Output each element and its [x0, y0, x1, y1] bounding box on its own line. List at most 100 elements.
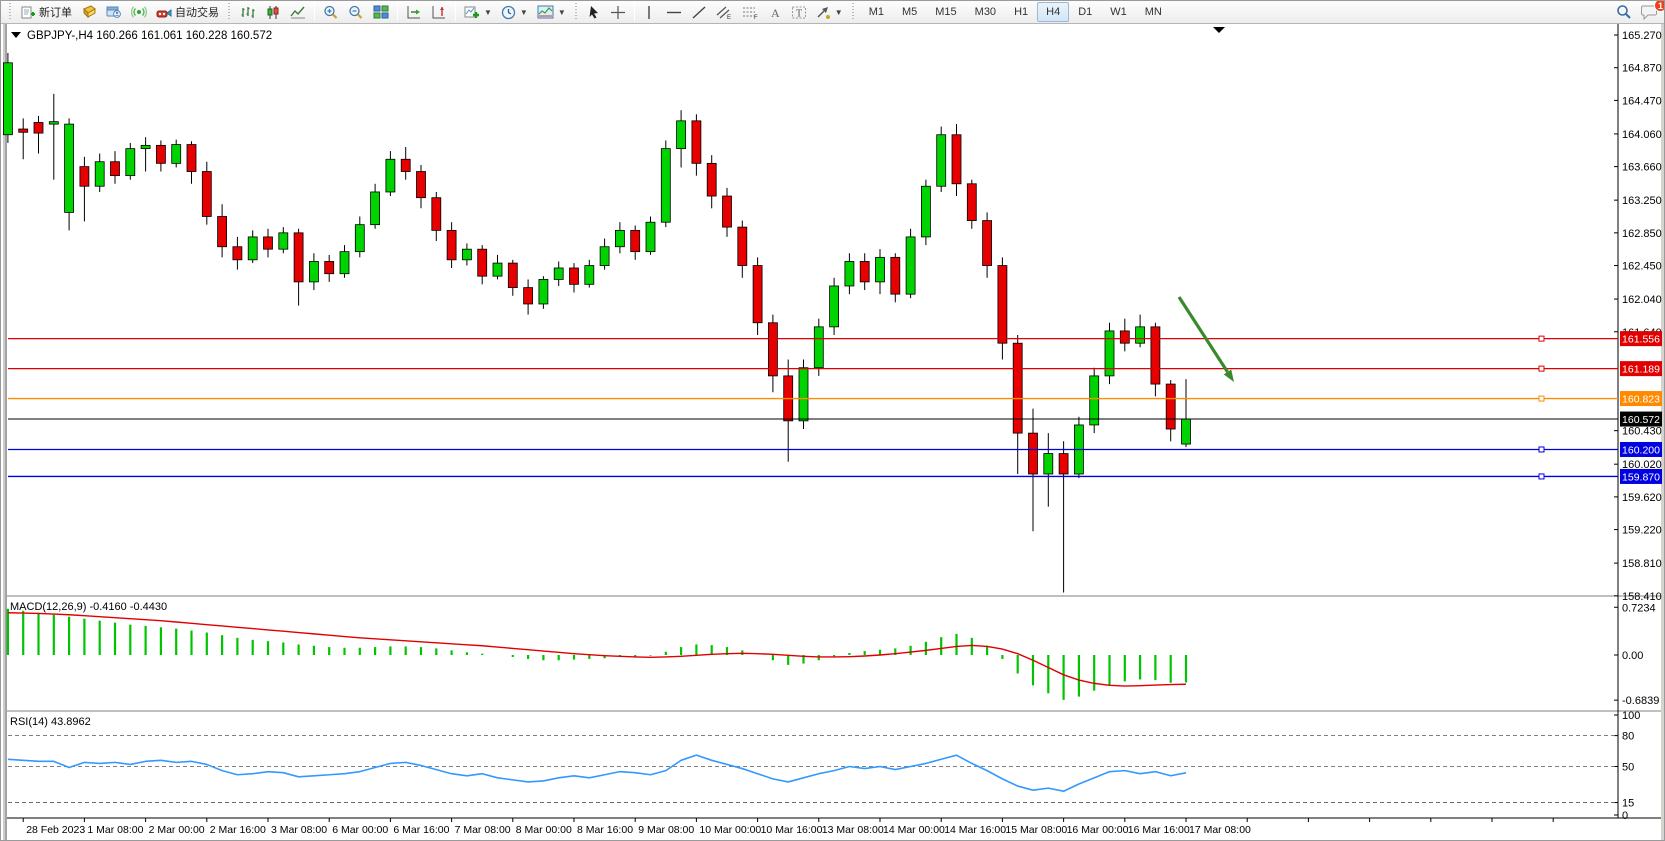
price-axis-label: 163.250: [1622, 195, 1662, 207]
cursor-button[interactable]: [583, 2, 605, 22]
time-axis-label: 6 Mar 00:00: [332, 824, 388, 836]
navigator-icon: [106, 6, 121, 18]
dropdown-arrow-icon: ▼: [834, 7, 843, 17]
candle: [645, 221, 656, 253]
notifications-button[interactable]: 1: [1637, 1, 1664, 22]
rsi-axis-label: 50: [1622, 762, 1634, 774]
trend-arrow[interactable]: [1177, 296, 1229, 373]
candle: [278, 232, 289, 250]
crosshair-button[interactable]: [606, 2, 630, 22]
candle: [155, 144, 166, 164]
candle: [2, 62, 13, 136]
rsi-label: RSI(14) 43.8962: [10, 716, 91, 728]
tile-windows-button[interactable]: [369, 2, 393, 22]
price-axis-label: 164.470: [1622, 95, 1662, 107]
signals-icon: [131, 6, 147, 18]
toolbar-grip[interactable]: [227, 3, 232, 21]
candle: [584, 265, 595, 285]
candle: [1135, 326, 1145, 344]
vertical-line-button[interactable]: [639, 2, 661, 22]
toolbar-grip[interactable]: [8, 3, 13, 21]
timeframe-button-W1[interactable]: W1: [1101, 2, 1136, 22]
candle: [33, 122, 44, 134]
candle: [324, 261, 335, 275]
timeframe-button-M30[interactable]: M30: [966, 2, 1005, 22]
line-chart-button[interactable]: [286, 2, 310, 22]
time-axis-label: 9 Mar 08:00: [638, 824, 694, 836]
text-icon: A: [771, 6, 780, 20]
one-click-trading-arrow-icon[interactable]: [11, 32, 21, 38]
navigator-button[interactable]: [102, 2, 126, 22]
candle: [936, 134, 947, 187]
text-button[interactable]: A: [764, 2, 786, 22]
text-label-button[interactable]: T: [787, 2, 811, 22]
candle: [507, 262, 518, 289]
timeframe-button-M1[interactable]: M1: [860, 2, 893, 22]
trendline-icon: [692, 5, 706, 19]
rsi-line: [7, 754, 1187, 793]
price-badge: [1620, 331, 1662, 347]
price-badge: [1620, 361, 1662, 377]
search-icon: [1617, 5, 1631, 19]
bars-chart-button[interactable]: [236, 2, 260, 22]
zoom-in-button[interactable]: [319, 2, 343, 22]
candle: [706, 162, 717, 197]
chart-shift-button[interactable]: [427, 2, 451, 22]
svg-text:A: A: [771, 6, 780, 20]
timeframe-button-H1[interactable]: H1: [1005, 2, 1037, 22]
candle: [569, 267, 579, 285]
toolbar-grip[interactable]: [850, 3, 856, 21]
candle: [676, 120, 686, 150]
zoom-out-button[interactable]: [344, 2, 368, 22]
timeframe-button-H4[interactable]: H4: [1037, 2, 1070, 22]
indicators-button[interactable]: ▼: [460, 2, 496, 22]
templates-button[interactable]: ▼: [533, 2, 570, 22]
auto-trading-button[interactable]: 自动交易: [152, 2, 223, 22]
svg-text:T: T: [796, 8, 802, 19]
timeframe-button-M15[interactable]: M15: [926, 2, 965, 22]
fibonacci-button[interactable]: F: [738, 2, 763, 22]
market-watch-button[interactable]: [77, 2, 101, 22]
dropdown-arrow-icon: ▼: [484, 7, 492, 17]
new-order-label: 新订单: [39, 7, 72, 19]
new-order-button[interactable]: 新订单: [17, 2, 76, 22]
candles-chart-button[interactable]: [261, 2, 285, 22]
price-axis-label: 158.410: [1622, 591, 1662, 603]
rsi-axis-label: 0: [1622, 810, 1628, 822]
trendline-button[interactable]: [687, 2, 711, 22]
candle: [64, 123, 74, 213]
indicators-icon: [464, 6, 479, 18]
candle: [1058, 453, 1069, 475]
toolbar-grip[interactable]: [573, 3, 579, 21]
periods-button[interactable]: ▼: [497, 2, 532, 22]
candle: [477, 248, 488, 277]
time-axis-label: 28 Feb 2023: [26, 824, 85, 836]
timeframe-button-D1[interactable]: D1: [1069, 2, 1101, 22]
arrows-button[interactable]: ▼: [812, 2, 847, 22]
price-chart-canvas[interactable]: 165.270 164.870 164.470 164.060 163.660 163.2…: [1, 24, 1665, 841]
time-axis-label: 1 Mar 08:00: [87, 824, 143, 836]
candle: [201, 171, 212, 217]
fibonacci-icon: F: [742, 7, 758, 20]
search-button[interactable]: [1612, 2, 1636, 22]
time-axis-label: 2 Mar 00:00: [149, 824, 205, 836]
candle: [48, 121, 59, 125]
svg-text:F: F: [754, 15, 758, 20]
candle: [247, 236, 258, 261]
price-axis-label: 159.220: [1622, 525, 1662, 537]
candle: [263, 236, 273, 250]
candles-layer: [2, 52, 1191, 593]
horizontal-line-button[interactable]: [662, 2, 686, 22]
timeframe-button-MN[interactable]: MN: [1136, 2, 1171, 22]
chart-shift-marker[interactable]: [1213, 27, 1225, 33]
price-axis-label: 164.870: [1622, 63, 1662, 75]
auto-scroll-button[interactable]: [402, 2, 426, 22]
new-order-icon: [21, 6, 35, 18]
signals-button[interactable]: [127, 2, 151, 22]
equidistant-channel-button[interactable]: E: [712, 2, 737, 22]
candle: [217, 216, 228, 248]
timeframe-button-M5[interactable]: M5: [893, 2, 926, 22]
periods-clock-icon: [501, 5, 516, 19]
time-axis-label: 14 Mar 00:00: [883, 824, 945, 836]
time-axis-label: 10 Mar 16:00: [761, 824, 823, 836]
